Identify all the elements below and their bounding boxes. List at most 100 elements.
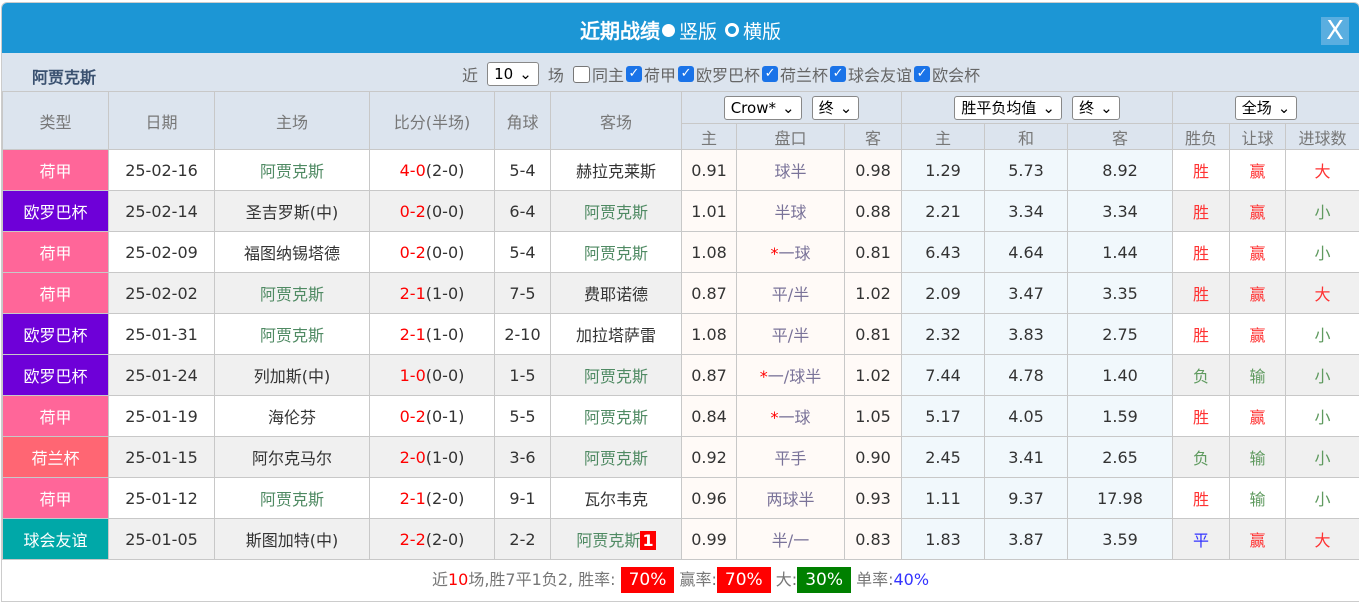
team-name[interactable]: 阿贾克斯 <box>259 490 324 509</box>
loss-odds: 2.65 <box>1067 436 1174 478</box>
away-team-cell: 阿贾克斯 <box>550 395 682 437</box>
home-team-cell: 阿贾克斯 <box>214 149 370 191</box>
goals-result: 大 <box>1285 149 1359 191</box>
horizontal-label[interactable]: 横版 <box>743 21 782 43</box>
away-odds: 0.81 <box>843 231 903 273</box>
horizontal-radio[interactable] <box>725 23 740 37</box>
team-name[interactable]: 福图纳锡塔德 <box>243 244 340 263</box>
checkbox-0[interactable] <box>572 65 590 83</box>
full-score: 0-2 <box>399 242 426 262</box>
asterisk: * <box>759 367 768 386</box>
final-select-2[interactable]: 终 ⌄ <box>1072 95 1120 120</box>
team-name[interactable]: 阿贾克斯 <box>259 285 324 304</box>
count-select[interactable]: 10 ⌄ <box>487 62 539 86</box>
score-cell[interactable]: 0-2(0-0) <box>369 190 495 232</box>
score-cell[interactable]: 1-0(0-0) <box>369 354 495 396</box>
checkbox-4[interactable]: ✓ <box>830 66 847 82</box>
team-name[interactable]: 赫拉克莱斯 <box>575 162 656 181</box>
team-name[interactable]: 阿贾克斯 <box>583 367 648 386</box>
corner-cell: 3-6 <box>494 436 551 478</box>
draw-odds: 3.83 <box>984 313 1069 355</box>
checkbox-5[interactable]: ✓ <box>914 66 931 82</box>
summary-footer: 近10场,胜7平1负2, 胜率: 70% 赢率: 70% 大: 30% 单率:40% <box>2 560 1359 600</box>
team-name[interactable]: 列加斯(中) <box>253 367 331 386</box>
team-name[interactable]: 阿贾克斯 <box>583 203 648 222</box>
filter-option-label[interactable]: 欧罗巴杯 <box>696 66 761 85</box>
loss-odds: 3.34 <box>1067 190 1174 232</box>
team-name[interactable]: 阿贾克斯 <box>259 162 324 181</box>
match-type[interactable]: 欧罗巴杯 <box>2 190 109 232</box>
filter-option-label[interactable]: 荷兰杯 <box>780 66 829 85</box>
team-name[interactable]: 阿贾克斯 <box>583 449 648 468</box>
team-name[interactable]: 费耶诺德 <box>583 285 648 304</box>
checkbox-2[interactable]: ✓ <box>678 66 695 82</box>
team-name[interactable]: 阿贾克斯 <box>259 326 324 345</box>
match-type[interactable]: 荷甲 <box>2 477 109 519</box>
handicap-line: 平手 <box>774 449 807 468</box>
scope-select[interactable]: 全场 ⌄ <box>1234 95 1298 120</box>
close-button[interactable]: X <box>1321 17 1349 45</box>
subheader: 客 <box>843 123 903 150</box>
match-type[interactable]: 欧罗巴杯 <box>2 313 109 355</box>
score-cell[interactable]: 2-1(1-0) <box>369 272 495 314</box>
handicap-line: 一球 <box>778 244 811 263</box>
team-name[interactable]: 海伦芬 <box>267 408 316 427</box>
score-cell[interactable]: 0-2(0-0) <box>369 231 495 273</box>
table-row: 球会友谊 25-01-05 斯图加特(中) 2-2(2-0) 2-2 阿贾克斯 1… <box>2 518 1359 560</box>
result: 胜 <box>1172 313 1231 355</box>
draw-odds: 4.78 <box>984 354 1069 396</box>
home-odds: 0.84 <box>681 395 737 437</box>
match-date: 25-01-31 <box>108 313 215 355</box>
vertical-radio[interactable] <box>661 24 675 37</box>
final-select-1[interactable]: 终 ⌄ <box>811 95 860 120</box>
half-score: (0-1) <box>425 406 465 426</box>
handicap-line: 一/球半 <box>767 367 822 386</box>
team-name[interactable]: 阿贾克斯 <box>576 531 641 550</box>
match-date: 25-02-14 <box>108 190 215 232</box>
handicap-selectors: Crow* ⌄ 终 ⌄ <box>680 91 903 124</box>
team-name[interactable]: 阿尔克马尔 <box>251 449 332 468</box>
half-score: (1-0) <box>425 447 465 467</box>
team-name[interactable]: 阿贾克斯 <box>583 244 648 263</box>
match-type[interactable]: 荷兰杯 <box>2 436 109 478</box>
score-cell[interactable]: 2-1(1-0) <box>369 313 495 355</box>
handicap-line: 平/半 <box>771 285 810 304</box>
match-type[interactable]: 荷甲 <box>2 231 109 273</box>
filter-option-label[interactable]: 同主 <box>591 66 624 85</box>
vertical-label[interactable]: 竖版 <box>678 21 717 43</box>
filter-option-label[interactable]: 欧会杯 <box>932 66 981 85</box>
filter-option-label[interactable]: 荷甲 <box>644 66 677 85</box>
match-type[interactable]: 欧罗巴杯 <box>2 354 109 396</box>
dialog-title: 近期战绩 <box>579 19 660 43</box>
result: 负 <box>1172 436 1231 478</box>
home-odds: 1.01 <box>681 190 737 232</box>
match-type[interactable]: 荷甲 <box>2 272 109 314</box>
match-type[interactable]: 荷甲 <box>2 149 109 191</box>
corner-cell: 2-2 <box>494 518 551 560</box>
score-cell[interactable]: 4-0(2-0) <box>369 149 495 191</box>
team-name[interactable]: 阿贾克斯 <box>583 408 648 427</box>
odds-type-select[interactable]: 胜平负均值 ⌄ <box>954 95 1062 120</box>
filter-option-label[interactable]: 球会友谊 <box>848 66 913 85</box>
win-odds: 1.83 <box>901 518 986 560</box>
summary-text: 近 <box>431 570 448 589</box>
score-cell[interactable]: 2-2(2-0) <box>369 518 495 560</box>
odd-rate-value: 40% <box>893 570 930 589</box>
checkbox-1[interactable]: ✓ <box>626 66 642 82</box>
checkbox-3[interactable]: ✓ <box>762 66 779 82</box>
team-name: 阿贾克斯 <box>32 68 97 87</box>
away-odds: 1.02 <box>843 272 903 314</box>
team-name[interactable]: 加拉塔萨雷 <box>575 326 656 345</box>
draw-odds: 4.05 <box>984 395 1069 437</box>
team-name[interactable]: 瓦尔韦克 <box>583 490 648 509</box>
score-cell[interactable]: 2-0(1-0) <box>369 436 495 478</box>
team-name[interactable]: 斯图加特(中) <box>245 531 339 550</box>
half-score: (2-0) <box>425 160 465 180</box>
match-type[interactable]: 荷甲 <box>2 395 109 437</box>
match-type[interactable]: 球会友谊 <box>2 518 109 560</box>
score-cell[interactable]: 2-1(2-0) <box>369 477 495 519</box>
win-rate-badge: 70% <box>620 567 675 593</box>
team-name[interactable]: 圣吉罗斯(中) <box>245 203 339 222</box>
score-cell[interactable]: 0-2(0-1) <box>369 395 495 437</box>
company-select[interactable]: Crow* ⌄ <box>723 95 802 120</box>
